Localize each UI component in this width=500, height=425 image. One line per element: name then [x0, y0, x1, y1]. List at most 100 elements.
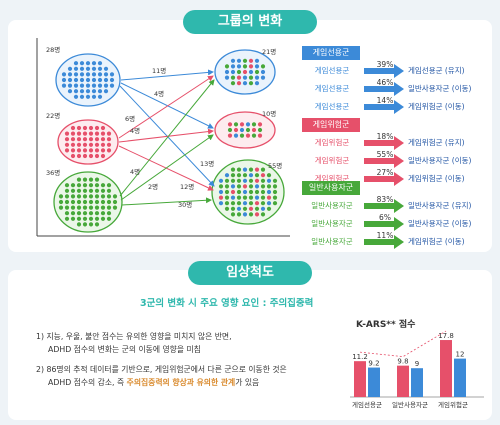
right-green-dot	[254, 173, 260, 178]
right-blue-dot	[242, 69, 248, 75]
legend-percent: 83%	[376, 195, 394, 204]
left-blue-dot	[103, 89, 109, 94]
left-red-dot	[100, 153, 106, 159]
left-blue-dot	[103, 72, 109, 77]
right-blue-dot	[236, 81, 242, 86]
left-green-dot	[64, 194, 70, 199]
kars-bar	[397, 365, 409, 397]
right-blue-dot	[236, 64, 242, 69]
right-blue-dot	[254, 81, 260, 86]
legend-row: 게임선용군 46% 일반사용자군 (이동)	[302, 78, 494, 98]
legend-row: 일반사용자군 11% 게임위험군 (이동)	[302, 231, 494, 251]
right-red-dot	[251, 133, 257, 138]
legend-to: 일반사용자군 (이동)	[408, 156, 472, 165]
left-blue-dot	[97, 77, 103, 83]
kars-bar	[440, 340, 452, 397]
left-green-dot	[106, 211, 112, 216]
legend-from: 일반사용자군	[311, 237, 353, 246]
left-blue-dot	[91, 89, 97, 94]
legend-arrow	[364, 100, 404, 114]
right-green-dot	[248, 212, 254, 217]
kars-bar	[454, 358, 466, 397]
clinical-headline: 3군의 변화 시 주요 영향 요인 : 주의집중력	[140, 298, 314, 309]
right-blue-dot	[236, 69, 242, 75]
clinical-item-2-text-b: 가 있음	[235, 378, 260, 387]
left-red-dot	[100, 131, 106, 136]
right-green-dot	[272, 184, 278, 189]
right-green-dot	[224, 178, 230, 183]
right-green-dot	[254, 184, 260, 189]
left-red-dot	[94, 137, 100, 142]
left-green-dot	[94, 205, 100, 210]
left-blue-dot	[61, 83, 67, 88]
right-green-dot	[230, 212, 236, 217]
right-green-dot	[260, 201, 266, 206]
left-blue-dot	[85, 72, 91, 77]
legend-percent: 18%	[376, 132, 394, 141]
left-red-dot	[100, 148, 106, 153]
right-green-dot	[236, 212, 242, 217]
kars-trend-line	[359, 330, 447, 358]
right-blue-dot	[254, 75, 260, 80]
right-green-dot	[248, 206, 254, 211]
right-blue-dot	[248, 75, 254, 80]
legend-percent: 55%	[376, 150, 394, 159]
left-count-red: 22명	[46, 111, 60, 120]
right-green-dot	[224, 189, 230, 195]
left-green-dot	[106, 199, 112, 205]
right-red-dot	[239, 122, 245, 127]
right-green-dot	[260, 167, 266, 172]
left-green-dot	[88, 194, 94, 199]
legend-to: 일반사용자군 (이동)	[408, 219, 472, 228]
left-blue-dot	[79, 94, 85, 99]
right-green-dot	[266, 206, 272, 211]
left-blue-dot	[79, 83, 85, 88]
right-green-dot	[236, 189, 242, 195]
legend-row: 게임선용군 14% 게임위험군 (이동)	[302, 96, 494, 116]
right-blue-dot	[242, 58, 248, 63]
right-green-dot	[254, 178, 260, 183]
left-red-dot	[76, 137, 82, 142]
right-blue-dot	[248, 81, 254, 86]
kars-value-label: 11.2	[352, 353, 368, 361]
flow-green-to-red	[120, 134, 214, 201]
left-green-dot	[100, 205, 106, 210]
clinical-item-2: 2) 86명의 추적 데이터를 기반으로, 게임위험군에서 다른 군으로 이동한…	[36, 363, 346, 389]
clinical-scale-title: 임상척도	[188, 261, 312, 285]
left-blue-dot	[103, 66, 109, 71]
left-blue-dot	[73, 61, 79, 66]
left-red-dot	[88, 153, 94, 159]
left-green-dot	[70, 199, 76, 205]
right-blue-dot	[224, 69, 230, 75]
legend-to: 일반사용자군 (유지)	[408, 201, 472, 210]
left-green-dot	[70, 216, 76, 221]
legend-from: 게임선용군	[314, 66, 350, 75]
left-blue-dot	[103, 77, 109, 83]
right-green-dot	[242, 173, 248, 178]
right-ellipse-green	[211, 159, 285, 225]
left-blue-dot	[91, 61, 97, 66]
legend-percent: 11%	[376, 231, 394, 240]
right-green-dot	[218, 189, 224, 195]
left-blue-dot	[97, 94, 103, 99]
left-blue-dot	[73, 83, 79, 88]
left-red-dot	[88, 148, 94, 153]
left-red-dot	[82, 125, 88, 131]
left-red-dot	[64, 137, 70, 142]
left-green-dot	[76, 216, 82, 221]
kars-score-chart: K-ARS** 점수 11.29.2 게임선용군 9.8 9 일반사용자군 17.8 12 게…	[350, 318, 484, 409]
right-green-dot	[224, 195, 230, 200]
left-red-dot	[88, 131, 94, 136]
legend-from: 일반사용자군	[311, 201, 353, 210]
right-red-dot	[251, 122, 257, 127]
left-green-dot	[94, 194, 100, 199]
flow-label: 6명	[125, 114, 135, 123]
clinical-item-1-line-1: 1) 지능, 우울, 불안 점수는 유의한 영향을 미치지 않은 반면,	[36, 332, 232, 341]
legend-arrow	[364, 64, 404, 78]
legend-percent: 39%	[376, 60, 394, 69]
right-green-dot	[266, 173, 272, 178]
left-red-dot	[88, 137, 94, 142]
right-green-dot	[242, 206, 248, 211]
right-green-dot	[254, 195, 260, 200]
left-green-dot	[100, 216, 106, 221]
